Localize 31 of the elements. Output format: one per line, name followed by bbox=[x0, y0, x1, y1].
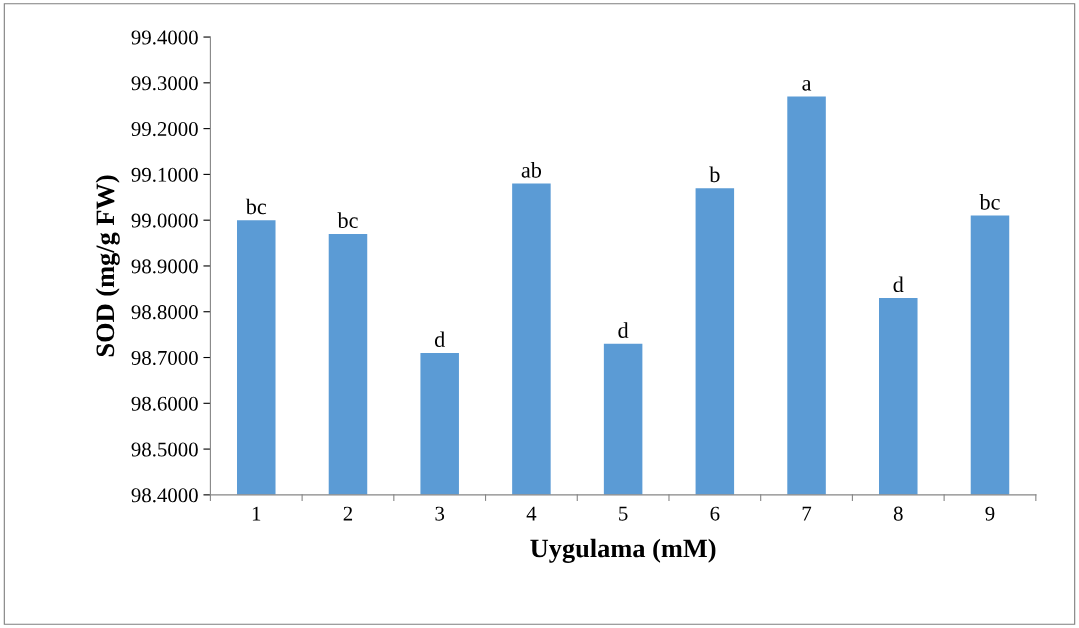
y-tick-label: 99.0000 bbox=[131, 213, 198, 228]
x-tick-label: 3 bbox=[435, 506, 445, 521]
x-tick-label: 4 bbox=[526, 506, 537, 521]
x-tick-label: 2 bbox=[343, 506, 353, 521]
y-tick-label: 99.3000 bbox=[131, 76, 198, 91]
y-tick-label: 98.5000 bbox=[131, 442, 198, 457]
x-axis-title: Uygulama (mM) bbox=[530, 538, 716, 563]
annotation: d bbox=[618, 322, 629, 338]
x-tick-label: 1 bbox=[252, 506, 261, 521]
annotation: d bbox=[434, 331, 445, 348]
annotation: d bbox=[893, 276, 904, 293]
y-tick-label: 98.6000 bbox=[131, 396, 198, 411]
annotation: bc bbox=[979, 194, 1000, 210]
annotation: bc bbox=[337, 212, 358, 229]
y-tick-label: 98.7000 bbox=[131, 350, 198, 366]
y-tick-label: 98.4000 bbox=[131, 488, 198, 503]
y-tick-label: 98.9000 bbox=[131, 259, 198, 274]
x-tick-label: 8 bbox=[893, 506, 903, 521]
x-tick-label: 6 bbox=[710, 506, 720, 521]
annotation: bc bbox=[245, 198, 267, 215]
x-tick-label: 5 bbox=[619, 506, 628, 521]
y-tick-label: 99.2000 bbox=[131, 121, 198, 137]
y-tick-label: 99.1000 bbox=[131, 167, 198, 182]
annotation: ab bbox=[521, 162, 542, 178]
y-axis-title: SOD (mg/g FW) bbox=[95, 175, 120, 357]
x-tick-label: 7 bbox=[802, 506, 812, 521]
x-tick-label: 9 bbox=[985, 506, 995, 521]
y-tick-label: 99.4000 bbox=[131, 30, 198, 45]
annotation: b bbox=[709, 166, 720, 183]
annotation: a bbox=[802, 80, 812, 91]
y-tick-label: 98.8000 bbox=[131, 305, 198, 320]
